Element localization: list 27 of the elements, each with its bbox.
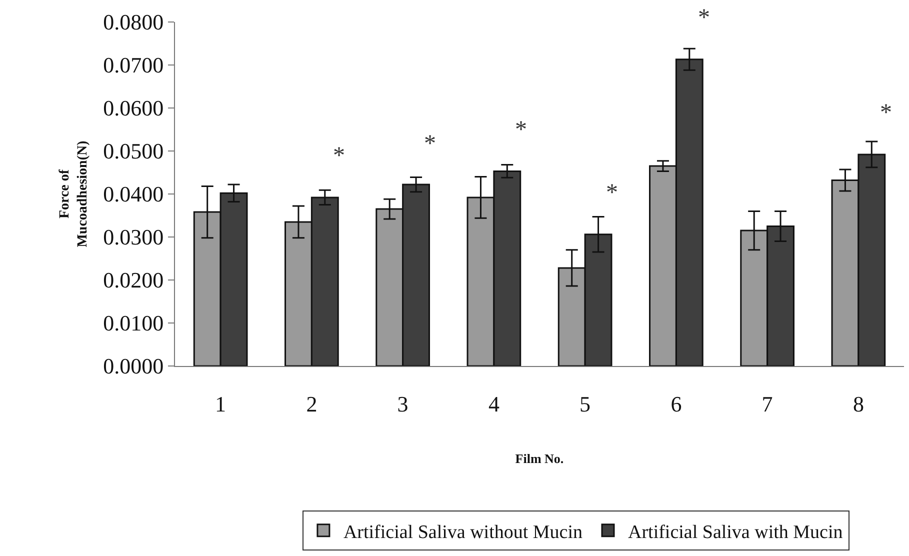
annotation: * [515,117,527,143]
x-axis-title: Film No. [515,451,564,466]
y-tick-label: 0.0700 [103,52,164,78]
x-tick-label: 7 [762,391,773,416]
y-tick-label: 0.0300 [103,224,164,250]
y-tick-label: 0.0200 [103,268,164,293]
x-tick-label: 3 [397,391,408,416]
y-tick-label: 0.0400 [103,182,164,207]
annotation: * [333,143,345,169]
x-tick-label: 8 [852,391,864,416]
x-tick-label: 2 [306,391,318,416]
x-tick-label: 5 [580,391,591,416]
x-tick-label: 4 [488,391,500,416]
annotation: * [424,131,436,157]
x-tick-label: 1 [215,391,226,416]
y-tick-label: 0.0100 [103,310,164,336]
y-tick-label: 0.0800 [103,10,164,35]
annotation: * [606,180,618,206]
x-tick-label: 6 [670,391,682,416]
y-tick-label: 0.0600 [103,96,164,121]
y-tick-label: 0.0000 [103,354,164,379]
legend-label: Artificial Saliva with Mucin [628,522,844,543]
annotation: * [880,100,892,126]
annotation: * [698,5,710,31]
legend-label: Artificial Saliva without Mucin [343,522,583,543]
y-axis-title: Force of Mucoadhesion(N) [58,140,91,248]
y-tick-label: 0.0500 [103,138,164,164]
